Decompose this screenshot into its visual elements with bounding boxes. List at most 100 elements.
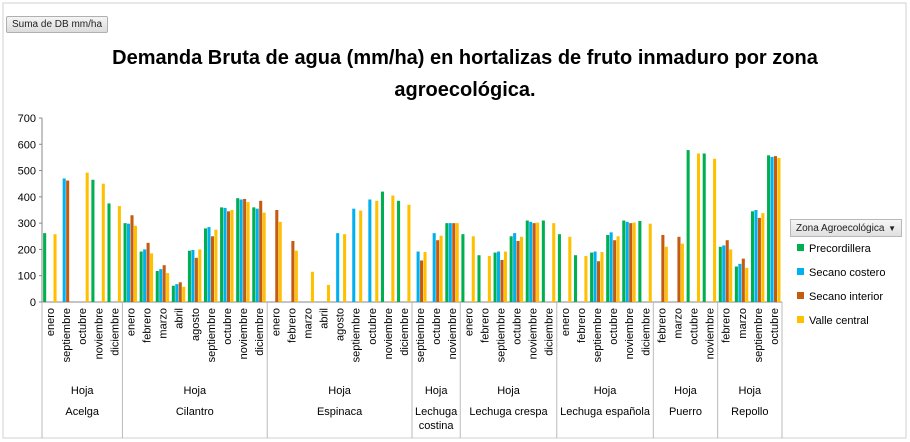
bar — [291, 241, 295, 302]
bar — [754, 210, 758, 302]
bar — [750, 211, 755, 302]
bar — [43, 233, 47, 302]
bar — [420, 260, 424, 302]
bar — [568, 236, 572, 302]
subgroup-label: Hoja — [184, 385, 208, 397]
x-tick-label: diciembre — [254, 308, 266, 356]
bar — [336, 233, 340, 302]
x-tick-label: diciembre — [640, 308, 652, 356]
x-tick-label: diciembre — [109, 308, 121, 356]
bar — [520, 236, 524, 302]
bar — [734, 266, 738, 302]
bar — [761, 213, 765, 302]
bar — [509, 236, 513, 302]
bar — [590, 252, 594, 302]
x-tick-label: febrero — [142, 308, 154, 343]
bar — [696, 153, 701, 302]
bar — [525, 220, 529, 302]
bar — [117, 206, 121, 302]
group-label: Puerro — [668, 406, 702, 418]
bar — [278, 221, 282, 302]
bar — [629, 223, 633, 302]
x-tick-label: abril — [319, 308, 331, 329]
bar — [230, 210, 234, 302]
bar — [85, 172, 89, 302]
group-label: Lechuga crespa — [469, 406, 548, 418]
group-label: Lechuga española — [560, 406, 650, 418]
y-tick-label: 600 — [18, 139, 36, 151]
bar — [175, 284, 179, 302]
legend-swatch — [797, 244, 804, 251]
bar — [552, 223, 556, 302]
bar — [155, 270, 159, 302]
legend-label: Secano interior — [809, 291, 883, 303]
x-tick-label: octubre — [222, 308, 234, 345]
bar — [573, 255, 578, 302]
bar — [600, 252, 604, 302]
bar — [223, 207, 227, 302]
bar — [497, 251, 501, 302]
bar — [677, 236, 681, 302]
bar — [741, 258, 745, 302]
bar — [593, 251, 597, 302]
bar — [368, 199, 372, 302]
bar — [725, 240, 729, 302]
x-tick-label: enero — [45, 308, 57, 336]
bar — [686, 150, 690, 302]
bar — [423, 252, 427, 302]
legend-label: Precordillera — [809, 243, 872, 255]
legend-swatch — [797, 292, 804, 299]
bar — [606, 234, 610, 302]
x-tick-label: enero — [560, 308, 572, 336]
x-tick-label: noviembre — [528, 308, 540, 359]
x-tick-label: noviembre — [705, 308, 717, 359]
bar — [380, 191, 385, 302]
bar — [133, 225, 137, 302]
bar — [194, 257, 198, 302]
bar — [407, 204, 411, 302]
x-tick-label: octubre — [367, 308, 379, 345]
bar — [622, 220, 626, 302]
bar — [107, 203, 111, 302]
bar — [757, 217, 761, 302]
dropdown-arrow: ▼ — [888, 224, 896, 233]
subgroup-label: Hoja — [328, 385, 352, 397]
field-button[interactable]: Suma de DB mm/ha — [6, 16, 109, 33]
bar — [310, 271, 314, 302]
group-label: Acelga — [65, 406, 100, 418]
x-tick-label: septiembre — [592, 308, 604, 362]
x-tick-label: agosto — [335, 308, 347, 341]
x-tick-label: octubre — [769, 308, 781, 345]
bar — [613, 240, 617, 302]
bar — [91, 179, 95, 302]
legend-filter-button[interactable]: Zona Agroecológica ▼ — [790, 219, 902, 237]
bar — [661, 234, 665, 302]
bar — [146, 242, 150, 302]
x-tick-label: noviembre — [93, 308, 105, 359]
x-tick-label: octubre — [77, 308, 89, 345]
x-tick-label: septiembre — [351, 308, 363, 362]
bar — [722, 245, 726, 302]
bar — [500, 259, 504, 302]
bar — [166, 273, 170, 302]
subgroup-label: Hoja — [425, 385, 449, 397]
x-tick-label: noviembre — [383, 308, 395, 359]
bar — [352, 208, 356, 302]
x-tick-label: octubre — [608, 308, 620, 345]
bar — [62, 178, 66, 302]
bar — [557, 234, 561, 302]
bar — [210, 236, 214, 302]
group-label: Repollo — [731, 406, 769, 418]
x-tick-label: septiembre — [753, 308, 765, 362]
bar — [625, 221, 629, 302]
legend-label: Valle central — [809, 315, 869, 327]
x-tick-label: septiembre — [495, 308, 507, 362]
subgroup-label: Hoja — [739, 385, 763, 397]
subgroup-label: Hoja — [594, 385, 618, 397]
x-tick-label: agosto — [190, 308, 202, 341]
bar — [770, 156, 774, 302]
y-tick-label: 500 — [18, 166, 36, 178]
x-tick-label: marzo — [302, 308, 314, 339]
bar — [616, 236, 620, 302]
